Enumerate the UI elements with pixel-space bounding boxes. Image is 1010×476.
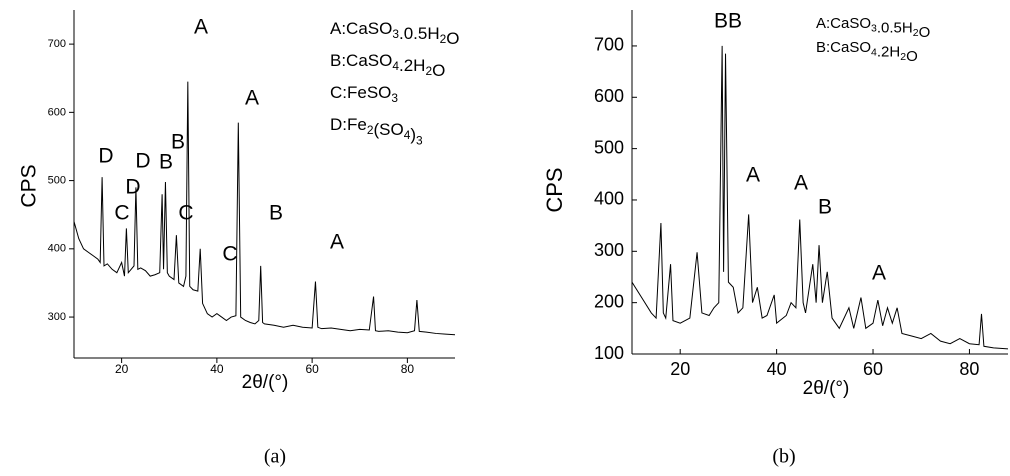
peak-label: C <box>114 202 129 225</box>
y-tick-label: 600 <box>48 106 66 118</box>
x-tick-label: 60 <box>305 362 319 376</box>
peak-label: D <box>135 150 150 173</box>
peak-label: A <box>794 172 808 195</box>
peak-label: A <box>746 164 760 187</box>
y-axis-title: CPS <box>18 164 41 207</box>
peak-label: C <box>178 202 193 225</box>
legend-entry: D:Fe2(SO4)3 <box>330 115 423 147</box>
y-tick-label: 300 <box>594 240 624 260</box>
caption: (a) <box>264 446 286 468</box>
data-line <box>631 45 1009 350</box>
x-tick-label: 60 <box>863 359 883 379</box>
x-axis-title: 2θ/(°) <box>803 378 850 399</box>
data-line <box>73 81 456 336</box>
x-tick-label: 20 <box>115 362 129 376</box>
peak-label: A <box>245 87 259 110</box>
y-tick-label: 400 <box>594 189 624 209</box>
peak-label: A <box>194 16 208 39</box>
peak-label: A <box>872 262 886 285</box>
y-tick-label: 600 <box>594 86 624 106</box>
y-axis-title: CPS <box>542 167 567 212</box>
peak-label: D <box>98 145 113 168</box>
x-tick-label: 20 <box>670 359 690 379</box>
peak-label: B <box>818 196 832 219</box>
peak-label: B <box>171 131 185 154</box>
peak-label: B <box>159 151 173 174</box>
peak-label: D <box>125 176 140 199</box>
x-tick-label: 80 <box>401 362 415 376</box>
legend-entry: A:CaSO3.0.5H2O <box>816 15 930 41</box>
x-axis-title: 2θ/(°) <box>242 372 289 393</box>
y-tick-label: 700 <box>594 35 624 55</box>
caption: (b) <box>772 446 795 468</box>
peak-label: B <box>269 202 283 225</box>
y-tick-label: 400 <box>48 243 66 255</box>
legend-entry: B:CaSO4.2H2O <box>816 39 918 65</box>
chart: 300 400 500 600 700 20 40 60 80 2θ/(°) CPS (a) A:CaS… <box>18 10 459 468</box>
y-tick-label: 200 <box>594 291 624 311</box>
legend-entry: A:CaSO3.0.5H2O <box>330 19 459 48</box>
y-tick-label: 500 <box>48 174 66 186</box>
y-tick-label: 700 <box>48 38 66 50</box>
peak-label: A <box>330 231 344 254</box>
x-tick-label: 40 <box>210 362 224 376</box>
chart: 100 200 300 400 500 600 700 20 40 60 80 2θ/(°) CPS (b… <box>542 10 1009 468</box>
y-tick-label: 300 <box>48 311 66 323</box>
legend-entry: C:FeSO3 <box>330 83 398 105</box>
y-tick-label: 500 <box>594 137 624 157</box>
y-tick-label: 100 <box>594 343 624 363</box>
legend-entry: B:CaSO4.2H2O <box>330 51 445 80</box>
x-tick-label: 40 <box>767 359 787 379</box>
x-tick-label: 80 <box>959 359 979 379</box>
peak-label: C <box>222 243 237 266</box>
peak-label: BB <box>714 10 742 33</box>
